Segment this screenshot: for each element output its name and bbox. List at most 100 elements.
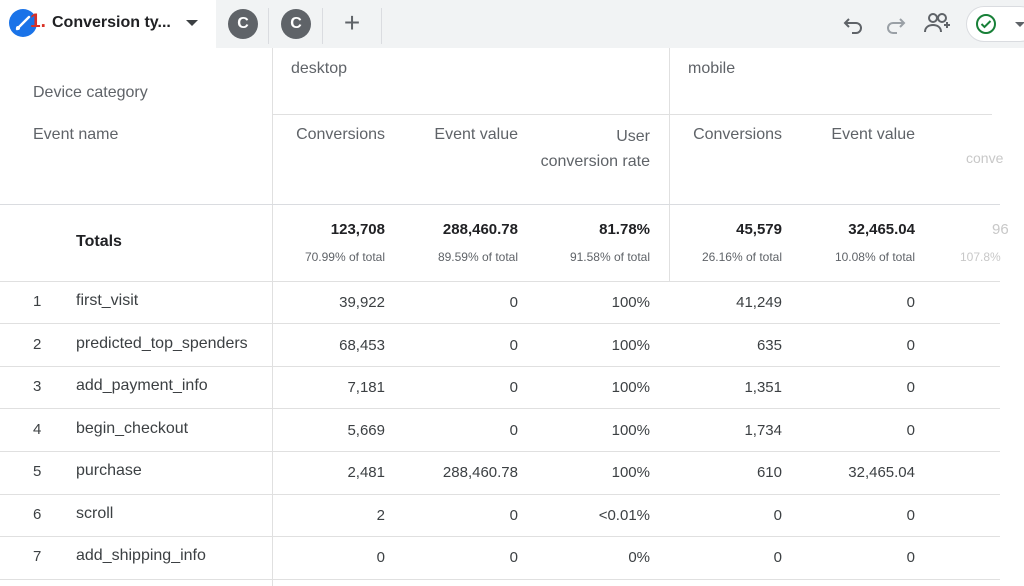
cell-value: 2,481 [347, 464, 385, 481]
cell-value: 0 [509, 294, 518, 311]
row-divider [0, 579, 1000, 580]
total-percent: 89.59% of total [437, 250, 518, 264]
cell-value: 0% [628, 549, 650, 566]
metric-header-conversions[interactable]: Conversions [296, 126, 385, 143]
metric-header-user-conversion-rate[interactable]: User conversion rate [540, 128, 650, 170]
totals-label: Totals [76, 233, 122, 250]
row-dimension-header: Event name [33, 126, 119, 143]
cell-value: <0.01% [598, 507, 650, 524]
tab-divider [268, 8, 269, 44]
cell-value: 1,734 [744, 422, 782, 439]
cell-value: 0 [773, 507, 782, 524]
cell-value: 610 [756, 464, 782, 481]
row-divider [0, 494, 1000, 495]
total-value: 45,579 [736, 221, 782, 238]
cell-value: 288,460.78 [442, 464, 518, 481]
row-divider [0, 204, 1000, 205]
cell-value: 0 [906, 294, 915, 311]
total-value: 288,460.78 [442, 221, 518, 238]
row-index: 4 [33, 421, 42, 438]
cell-value: 68,453 [339, 337, 385, 354]
cell-value: 7,181 [347, 379, 385, 396]
cell-value: 100% [611, 464, 650, 481]
metric-header-user-conversion-rate[interactable]: conve [966, 150, 1004, 166]
tab-bar: 1. Conversion ty... C C + [0, 0, 1024, 48]
share-users-icon[interactable] [922, 8, 952, 38]
total-value: 81.78% [599, 221, 650, 238]
exploration-icon [9, 9, 37, 37]
column-divider [669, 48, 670, 281]
tab-divider [381, 8, 382, 44]
total-value: 96 [992, 221, 1009, 238]
column-divider [272, 48, 273, 586]
cell-value: 635 [756, 337, 782, 354]
total-percent: 107.8% [960, 250, 1001, 264]
event-name: begin_checkout [76, 420, 189, 437]
cell-value: 0 [906, 507, 915, 524]
check-circle-icon [976, 14, 996, 34]
row-index: 1 [33, 293, 42, 310]
cell-value: 0 [906, 549, 915, 566]
row-index: 6 [33, 506, 42, 523]
cell-value: 100% [611, 337, 650, 354]
cell-value: 39,922 [339, 294, 385, 311]
cell-value: 41,249 [736, 294, 782, 311]
group-header-mobile: mobile [688, 60, 736, 77]
save-status-pill[interactable] [966, 6, 1024, 42]
add-tab-button[interactable]: + [343, 7, 361, 38]
dimension-header: Device category [33, 84, 148, 101]
cell-value: 0 [509, 422, 518, 439]
event-name: scroll [76, 505, 114, 522]
cell-value: 0 [509, 507, 518, 524]
total-percent: 70.99% of total [304, 250, 385, 264]
event-name: add_payment_info [76, 377, 208, 394]
total-percent: 91.58% of total [569, 250, 650, 264]
tab-number: 1. [30, 11, 46, 32]
row-divider [272, 114, 992, 115]
row-divider [0, 451, 1000, 452]
cell-value: 100% [611, 422, 650, 439]
event-name: predicted_top_spenders [76, 335, 248, 352]
cell-value: 32,465.04 [848, 464, 915, 481]
row-index: 3 [33, 378, 42, 395]
event-name: purchase [76, 462, 142, 479]
row-divider [0, 536, 1000, 537]
tab-menu-caret-icon[interactable] [186, 20, 198, 26]
total-value: 32,465.04 [848, 221, 915, 238]
cell-value: 0 [509, 549, 518, 566]
cell-value: 0 [376, 549, 385, 566]
group-header-desktop: desktop [291, 60, 348, 77]
cell-value: 2 [376, 507, 385, 524]
event-name: first_visit [76, 292, 139, 309]
row-index: 7 [33, 548, 42, 565]
total-percent: 10.08% of total [834, 250, 915, 264]
row-index: 5 [33, 463, 42, 480]
cell-value: 5,669 [347, 422, 385, 439]
total-value: 123,708 [330, 221, 385, 238]
cell-value: 100% [611, 379, 650, 396]
cell-value: 0 [906, 422, 915, 439]
tab-c-2[interactable]: C [281, 9, 311, 39]
redo-icon[interactable] [880, 8, 910, 38]
cell-value: 0 [906, 379, 915, 396]
row-divider [0, 323, 1000, 324]
undo-icon[interactable] [839, 8, 869, 38]
cell-value: 0 [773, 549, 782, 566]
metric-header-conversions[interactable]: Conversions [693, 126, 782, 143]
row-divider [0, 408, 1000, 409]
tab-active[interactable]: 1. Conversion ty... [0, 0, 216, 48]
cell-value: 100% [611, 294, 650, 311]
cell-value: 0 [509, 337, 518, 354]
row-index: 2 [33, 336, 42, 353]
tab-c-1[interactable]: C [228, 9, 258, 39]
tab-divider [322, 8, 323, 44]
metric-header-event-value[interactable]: Event value [434, 126, 518, 143]
event-name: add_shipping_info [76, 547, 206, 564]
cell-value: 0 [906, 337, 915, 354]
cell-value: 1,351 [744, 379, 782, 396]
metric-header-event-value[interactable]: Event value [831, 126, 915, 143]
total-percent: 26.16% of total [701, 250, 782, 264]
tab-title: Conversion ty... [52, 14, 171, 31]
cell-value: 0 [509, 379, 518, 396]
chevron-down-icon [1015, 22, 1024, 27]
